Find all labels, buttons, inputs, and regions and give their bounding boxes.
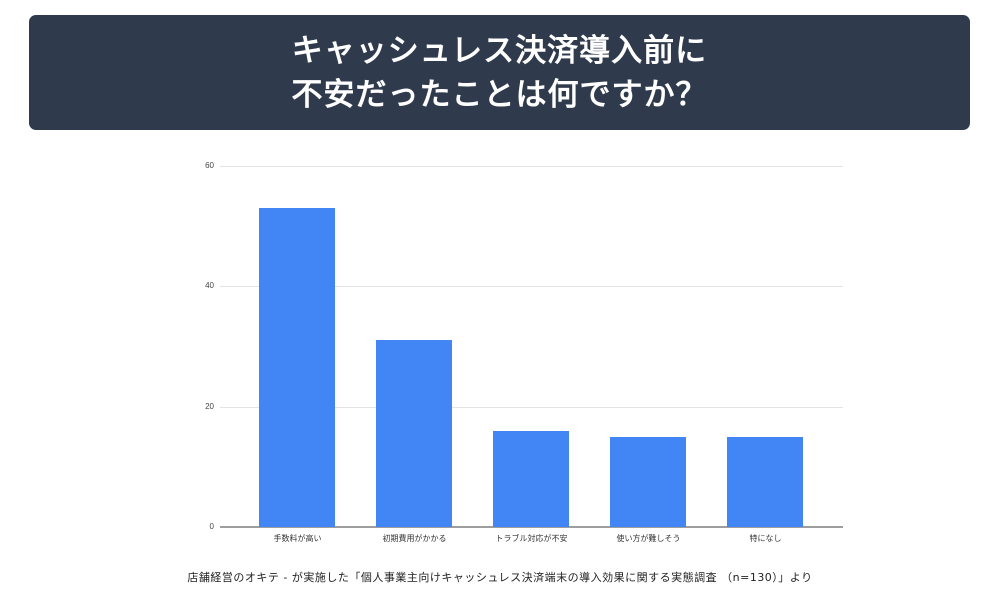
bar <box>610 437 686 527</box>
x-category-label: トラブル対応が不安 <box>495 534 568 543</box>
x-axis-line <box>220 526 843 528</box>
gridline <box>220 407 843 408</box>
bar <box>259 208 335 527</box>
x-category-label: 手数料が高い <box>273 534 322 543</box>
gridline <box>220 286 843 287</box>
y-tick-label: 60 <box>205 161 214 170</box>
gridline <box>220 166 843 167</box>
bar <box>727 437 803 527</box>
y-tick-label: 40 <box>205 281 214 290</box>
x-category-label: 初期費用がかかる <box>382 534 447 543</box>
title-banner: キャッシュレス決済導入前に 不安だったことは何ですか？ <box>29 15 970 130</box>
source-note: 店舗経営のオキテ - が実施した「個人事業主向けキャッシュレス決済端末の導入効果… <box>187 571 813 584</box>
x-category-label: 特になし <box>749 534 782 543</box>
y-tick-label: 0 <box>209 522 214 531</box>
x-category-label: 使い方が難しそう <box>616 534 681 543</box>
bar <box>493 431 569 527</box>
title-line-1: キャッシュレス決済導入前に <box>291 32 708 69</box>
y-tick-label: 20 <box>205 402 214 411</box>
bar <box>376 340 452 527</box>
title-line-2: 不安だったことは何ですか？ <box>291 76 708 113</box>
